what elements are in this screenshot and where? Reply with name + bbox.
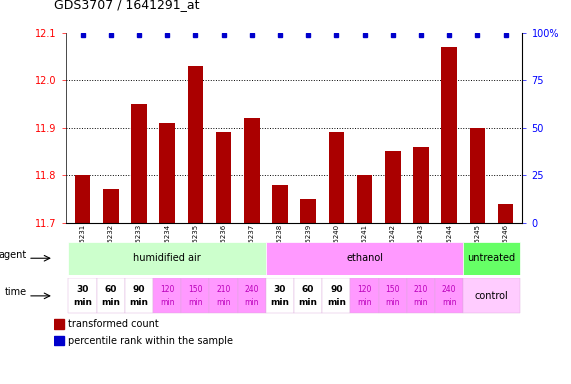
Bar: [413, 147, 429, 223]
Text: 30: 30: [274, 285, 286, 294]
Text: min: min: [385, 298, 400, 307]
Bar: [300, 199, 316, 223]
Text: 240: 240: [244, 285, 259, 294]
Bar: [69, 278, 96, 313]
Bar: [266, 278, 294, 313]
Bar: [54, 319, 63, 329]
Bar: [328, 132, 344, 223]
Bar: [272, 185, 288, 223]
Bar: [469, 127, 485, 223]
Bar: [435, 278, 463, 313]
Text: control: control: [475, 291, 508, 301]
Text: min: min: [299, 298, 317, 307]
Bar: [210, 278, 238, 313]
Text: untreated: untreated: [468, 253, 516, 263]
Text: min: min: [101, 298, 120, 307]
Bar: [407, 278, 435, 313]
Text: agent: agent: [0, 250, 27, 260]
Text: 120: 120: [160, 285, 174, 294]
Text: min: min: [130, 298, 148, 307]
Text: 60: 60: [302, 285, 315, 294]
Bar: [181, 278, 210, 313]
Text: transformed count: transformed count: [69, 319, 159, 329]
Bar: [357, 175, 372, 223]
Bar: [379, 278, 407, 313]
Text: time: time: [5, 287, 27, 297]
Bar: [153, 278, 181, 313]
Bar: [244, 118, 260, 223]
Bar: [75, 175, 90, 223]
Bar: [322, 278, 351, 313]
Bar: [159, 123, 175, 223]
Bar: [463, 278, 520, 313]
Text: 240: 240: [442, 285, 456, 294]
Text: min: min: [244, 298, 259, 307]
Bar: [131, 104, 147, 223]
Bar: [351, 278, 379, 313]
Text: min: min: [188, 298, 203, 307]
Bar: [238, 278, 266, 313]
Text: humidified air: humidified air: [133, 253, 201, 263]
Bar: [385, 151, 400, 223]
Text: min: min: [327, 298, 346, 307]
Text: 150: 150: [385, 285, 400, 294]
Bar: [103, 189, 119, 223]
Text: 90: 90: [330, 285, 343, 294]
Bar: [216, 132, 231, 223]
Bar: [188, 66, 203, 223]
Text: 210: 210: [414, 285, 428, 294]
Bar: [441, 47, 457, 223]
Text: percentile rank within the sample: percentile rank within the sample: [69, 336, 234, 346]
Text: min: min: [414, 298, 428, 307]
Text: 150: 150: [188, 285, 203, 294]
Text: 120: 120: [357, 285, 372, 294]
Text: min: min: [271, 298, 289, 307]
Text: min: min: [442, 298, 456, 307]
Text: min: min: [160, 298, 174, 307]
Bar: [498, 204, 513, 223]
Text: ethanol: ethanol: [346, 253, 383, 263]
Text: 60: 60: [104, 285, 117, 294]
Text: min: min: [73, 298, 92, 307]
Bar: [294, 278, 322, 313]
Bar: [54, 336, 63, 346]
Bar: [96, 278, 125, 313]
Bar: [463, 242, 520, 275]
Bar: [266, 242, 463, 275]
Text: 90: 90: [132, 285, 145, 294]
Bar: [69, 242, 266, 275]
Text: min: min: [216, 298, 231, 307]
Text: 30: 30: [77, 285, 89, 294]
Bar: [125, 278, 153, 313]
Text: GDS3707 / 1641291_at: GDS3707 / 1641291_at: [54, 0, 200, 12]
Text: 210: 210: [216, 285, 231, 294]
Text: min: min: [357, 298, 372, 307]
